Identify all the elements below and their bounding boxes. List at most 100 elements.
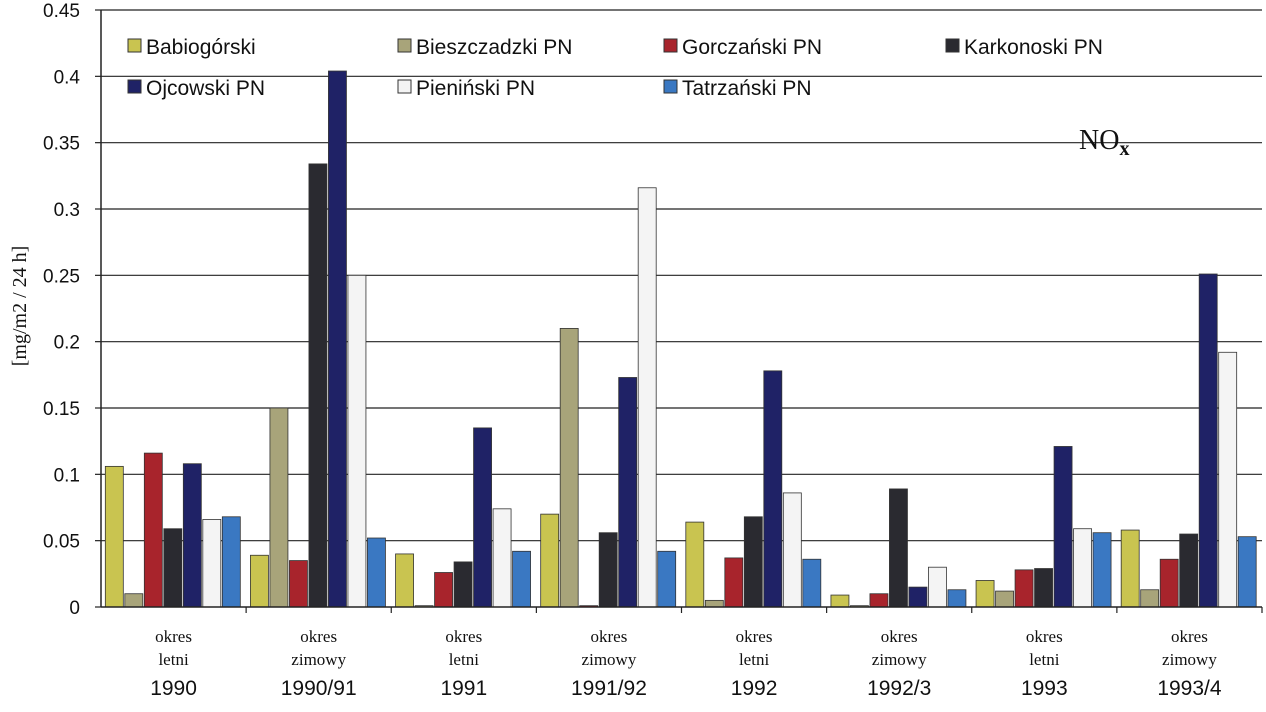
y-tick-labels: 0 0.05 0.1 0.15 0.2 0.25 0.3 0.35 0.4 0.45 (43, 1, 80, 619)
y-tick-label: 0.35 (43, 134, 80, 155)
category-label-line1: okres (300, 627, 337, 646)
legend-swatch (397, 38, 412, 53)
y-tick-label: 0.4 (54, 67, 81, 88)
category-year-label: 1992/3 (867, 677, 931, 700)
bar (782, 492, 802, 608)
y-axis-label: [mg/m2 / 24 h] (9, 246, 31, 367)
bar (685, 521, 705, 608)
bar (908, 586, 928, 608)
bar (1120, 529, 1140, 608)
y-tick-label: 0.3 (54, 200, 80, 221)
bar (104, 465, 124, 608)
bar (598, 532, 618, 608)
bar (995, 590, 1014, 608)
bar (1053, 446, 1073, 608)
bar (559, 327, 579, 608)
bar (1140, 589, 1160, 608)
bar (269, 407, 289, 608)
bar (308, 163, 328, 608)
gridlines (101, 9, 1262, 542)
y-tick-label: 0.05 (43, 532, 80, 553)
category-label-line2: zimowy (1162, 650, 1217, 669)
legend-label: Karkonoski PN (964, 36, 1103, 59)
category-label-line1: okres (591, 627, 628, 646)
legend-swatch (397, 79, 412, 94)
category-label-line1: okres (1171, 627, 1208, 646)
bar (395, 553, 414, 608)
bar (221, 516, 241, 608)
bar (947, 589, 967, 608)
category-label-line2: letni (449, 650, 479, 669)
legend-swatch (127, 79, 142, 94)
bar (347, 274, 367, 608)
bar (763, 370, 783, 608)
bars-group (104, 70, 1257, 608)
y-tick-label: 0.2 (54, 333, 80, 354)
legend-swatch (663, 79, 678, 94)
category-year-label: 1991 (440, 677, 487, 700)
x-category-labels: okres letni 1990 okres zimowy 1990/91 okres let… (150, 627, 1222, 700)
bar (928, 566, 947, 608)
legend-swatch (663, 38, 678, 53)
bar (367, 537, 386, 608)
y-tick-label: 0.25 (43, 266, 80, 287)
bar (1092, 532, 1112, 608)
legend-label: Bieszczadzki PN (416, 36, 572, 59)
bar (618, 377, 638, 608)
bar (657, 550, 677, 608)
bar (637, 187, 657, 608)
bar (124, 593, 144, 608)
legend-label: Gorczański PN (682, 36, 822, 59)
category-label-line1: okres (881, 627, 918, 646)
legend-swatch (945, 38, 960, 53)
bar (512, 550, 531, 608)
y-tick-label: 0.1 (54, 465, 80, 486)
category-label-line2: zimowy (291, 650, 346, 669)
bar (704, 599, 724, 608)
category-label-line2: letni (158, 650, 188, 669)
category-year-label: 1993 (1021, 677, 1068, 700)
category-year-label: 1992 (731, 677, 778, 700)
bar (328, 70, 347, 608)
y-tick-label: 0.15 (43, 399, 80, 420)
category-year-label: 1990/91 (281, 677, 357, 700)
bar (869, 593, 889, 608)
legend-label: Tatrzański PN (682, 77, 812, 100)
bar (1034, 568, 1053, 608)
annotation-subscript: x (1119, 138, 1129, 160)
category-year-label: 1991/92 (571, 677, 647, 700)
category-label-line1: okres (445, 627, 482, 646)
legend: Babiogórski Bieszczadzki PN Gorczański PN K… (127, 36, 1103, 100)
category-year-label: 1993/4 (1157, 677, 1222, 700)
bar (473, 427, 492, 608)
category-label-line2: zimowy (872, 650, 927, 669)
category-label-line1: okres (736, 627, 773, 646)
bar (1073, 528, 1092, 608)
y-tick-label: 0.45 (43, 1, 80, 22)
category-label-line2: zimowy (582, 650, 637, 669)
bar (1198, 273, 1218, 608)
bar (202, 519, 222, 608)
y-tick-label: 0 (69, 598, 80, 619)
bar (289, 560, 308, 608)
legend-label: Ojcowski PN (146, 77, 265, 100)
annotation-main: NO (1079, 125, 1119, 156)
axes (95, 9, 1263, 613)
bar (1159, 558, 1179, 608)
bar (743, 516, 763, 608)
bar (1218, 351, 1238, 608)
legend-label: Babiogórski (146, 36, 256, 59)
legend-label: Pieniński PN (416, 77, 535, 100)
category-label-line1: okres (155, 627, 192, 646)
bar (830, 594, 850, 608)
category-label-line2: letni (1029, 650, 1059, 669)
bar (182, 463, 202, 608)
bar (975, 580, 995, 608)
bar (453, 561, 473, 608)
bar (724, 557, 744, 608)
bar (802, 558, 822, 608)
bar (889, 488, 908, 608)
bar (1237, 536, 1257, 608)
pollutant-annotation: NOx (1079, 125, 1129, 160)
